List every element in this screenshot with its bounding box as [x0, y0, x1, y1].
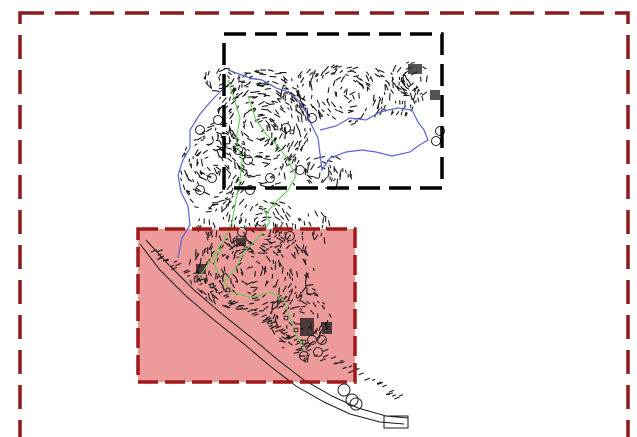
boundary-line — [177, 89, 223, 259]
terrain-drawing — [150, 61, 440, 400]
drainage-line — [223, 205, 305, 349]
circle-marker-icon — [195, 125, 205, 135]
square-marker-icon — [283, 315, 289, 321]
square-marker-icon — [293, 327, 299, 333]
sheet-frame — [18, 11, 630, 437]
circle-marker-icon — [207, 173, 217, 183]
road-edge — [139, 243, 405, 425]
road-strip — [139, 239, 409, 429]
square-marker-icon — [193, 277, 199, 283]
steep-slope-block — [236, 238, 246, 246]
square-marker-icon — [301, 339, 307, 345]
drainage-line — [213, 247, 223, 275]
square-marker-icon — [303, 357, 309, 363]
road-edge — [145, 239, 409, 419]
steep-slope-block — [430, 90, 440, 100]
circle-marker-icon — [435, 126, 445, 136]
circle-marker-icon — [281, 123, 291, 133]
square-marker-icon — [267, 319, 273, 325]
square-marker-icon — [289, 129, 295, 135]
upper-viewport[interactable] — [222, 32, 444, 190]
boundary-line — [227, 69, 429, 172]
circle-marker-icon — [431, 136, 441, 146]
circle-marker-icon — [313, 347, 323, 357]
square-marker-icon — [225, 287, 231, 293]
property-boundary — [177, 69, 429, 259]
square-marker-icon — [209, 283, 215, 289]
steep-slope-block — [322, 322, 332, 334]
circle-marker-icon — [245, 185, 255, 195]
circle-marker-icon — [265, 173, 275, 183]
lower-viewport[interactable] — [136, 227, 357, 384]
circle-marker-icon — [307, 335, 317, 345]
circle-marker-icon — [307, 113, 317, 123]
circle-marker-icon — [233, 145, 243, 155]
steep-slope-block — [300, 318, 314, 336]
circle-marker-icon — [345, 393, 359, 407]
circle-marker-icon — [295, 165, 305, 175]
circle-marker-icon — [317, 335, 327, 345]
steep-slope-block — [196, 264, 206, 274]
road-end-box — [383, 415, 409, 429]
contour-hatching — [150, 61, 428, 400]
circle-marker-icon — [243, 155, 253, 165]
drainage-line — [199, 79, 243, 277]
drainage-lines — [199, 79, 305, 349]
steep-slope-block — [408, 64, 422, 74]
circle-marker-icon — [285, 231, 295, 241]
circle-marker-icon — [237, 227, 247, 237]
circle-marker-icon — [213, 115, 223, 125]
circle-marker-icon — [337, 383, 351, 397]
circle-marker-icon — [195, 185, 205, 195]
square-marker-icon — [273, 125, 279, 131]
drainage-line — [247, 95, 297, 215]
